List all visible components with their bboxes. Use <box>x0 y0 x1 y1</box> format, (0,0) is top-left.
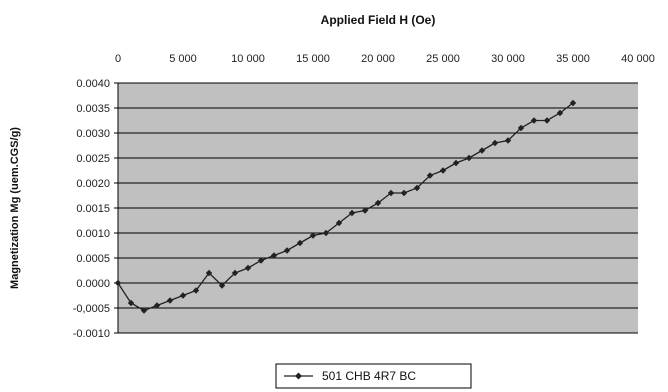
x-tick-labels: 0 5 000 10 000 15 000 20 000 25 000 30 000 35 0… <box>115 53 655 65</box>
x-tick-label: 20 000 <box>361 53 395 65</box>
x-tick-label: 40 000 <box>621 53 655 65</box>
x-tick-label: 30 000 <box>491 53 525 65</box>
data-point <box>478 147 486 154</box>
x-tick-label: 15 000 <box>296 53 330 65</box>
data-point <box>127 299 135 307</box>
data-point <box>452 159 460 167</box>
y-tick-label: 0.0010 <box>76 228 110 240</box>
data-point <box>153 302 161 309</box>
y-tick-label: 0.0040 <box>76 78 110 90</box>
data-point <box>296 239 304 247</box>
x-tick-label: 25 000 <box>426 53 460 65</box>
series-markers <box>114 99 577 314</box>
series-group <box>114 99 577 314</box>
data-point <box>517 124 525 132</box>
data-point <box>556 109 564 117</box>
x-tick-label: 10 000 <box>231 53 265 65</box>
y-tick-label: 0.0025 <box>76 153 110 165</box>
data-point <box>387 189 395 197</box>
data-point <box>231 269 239 277</box>
data-point <box>283 247 291 254</box>
data-point <box>504 137 512 144</box>
data-point <box>166 297 174 304</box>
data-point <box>491 139 499 147</box>
data-point <box>257 257 265 264</box>
data-point <box>374 199 382 207</box>
data-point <box>465 154 473 162</box>
data-point <box>439 167 447 174</box>
y-tick-label: 0.0005 <box>76 253 110 265</box>
data-point <box>192 287 200 294</box>
data-point <box>322 229 330 237</box>
gridlines <box>118 82 638 334</box>
data-point <box>270 252 278 259</box>
data-point <box>335 219 343 227</box>
legend-label: 501 CHB 4R7 BC <box>322 369 416 383</box>
y-tick-label: 0.0035 <box>76 103 110 115</box>
y-tick-marks <box>114 82 118 334</box>
x-tick-label: 5 000 <box>169 53 197 65</box>
data-point <box>205 269 213 277</box>
data-point <box>569 99 577 107</box>
data-point <box>348 209 356 217</box>
data-point <box>218 282 226 289</box>
data-point <box>309 232 317 239</box>
y-tick-label: 0.0000 <box>76 278 110 290</box>
y-tick-label: -0.0010 <box>73 328 110 340</box>
y-tick-label: -0,0005 <box>73 303 110 315</box>
data-point <box>361 207 369 214</box>
legend-marker-sample <box>295 372 302 380</box>
x-tick-label: 35 000 <box>556 53 590 65</box>
x-axis-title: Applied Field H (Oe) <box>321 13 436 27</box>
data-point <box>426 172 434 179</box>
data-point <box>114 279 122 287</box>
data-point <box>400 189 408 197</box>
y-tick-label: 0.0030 <box>76 128 110 140</box>
y-tick-label: 0.0015 <box>76 203 110 215</box>
data-point <box>179 292 187 299</box>
y-axis-title: Magnetization Mg (uem.CGS/g) <box>9 127 21 289</box>
y-tick-label: 0.0020 <box>76 178 110 190</box>
y-tick-labels: -0.0010 -0,0005 0.0000 0.0005 0.0010 0.0015 0.… <box>73 78 110 340</box>
data-point <box>530 117 538 124</box>
data-point <box>543 117 551 124</box>
data-point <box>244 264 252 272</box>
data-point <box>140 307 148 314</box>
data-point <box>413 184 421 192</box>
legend: 501 CHB 4R7 BC <box>275 363 472 389</box>
x-tick-label: 0 <box>115 53 121 65</box>
